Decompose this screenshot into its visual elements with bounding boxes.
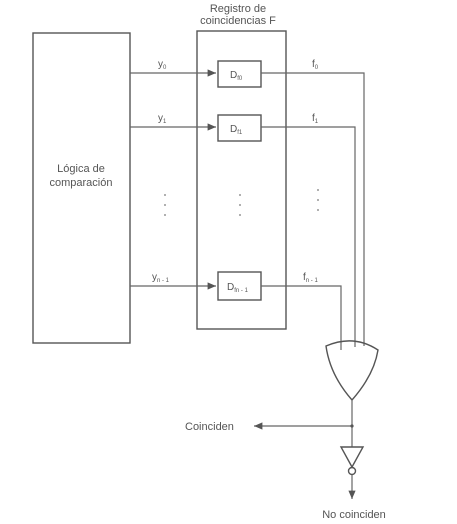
not-gate-bubble — [347, 466, 357, 476]
logic-label-line1: Lógica de — [57, 163, 105, 175]
wire-f0 — [261, 72, 365, 346]
ellipsis-dots-middle — [164, 189, 319, 216]
wire-f1 — [261, 126, 356, 347]
flipflop-label-d1: Df1 — [230, 124, 243, 136]
no-coinciden-label: No coinciden — [322, 509, 386, 521]
input-label-y1: y1 — [158, 113, 167, 125]
flipflop-label-d0: Df0 — [230, 70, 243, 82]
flipflop-d1 — [217, 114, 262, 142]
wire-fn-1 — [261, 285, 342, 350]
register-title-line1: Registro de — [210, 3, 266, 15]
coinciden-label: Coinciden — [185, 421, 234, 433]
output-label-fn-1: fn - 1 — [303, 272, 318, 284]
junction-dot — [350, 424, 354, 428]
flipflop-d0 — [217, 60, 262, 88]
not-gate — [339, 446, 365, 469]
or-gate — [325, 340, 379, 402]
input-label-y0: y0 — [158, 59, 167, 71]
output-label-f0: f0 — [312, 59, 319, 71]
input-label-yn-1: yn - 1 — [152, 272, 170, 284]
flipflop-dn-1 — [217, 271, 262, 301]
output-label-f1: f1 — [312, 113, 319, 125]
logic-label-line2: comparación — [50, 177, 113, 189]
coincidence-register — [196, 30, 287, 330]
comparison-logic-block — [32, 32, 131, 344]
flipflop-label-dn-1: Dfn - 1 — [227, 282, 249, 294]
register-title-line2: coincidencias F — [200, 15, 276, 27]
